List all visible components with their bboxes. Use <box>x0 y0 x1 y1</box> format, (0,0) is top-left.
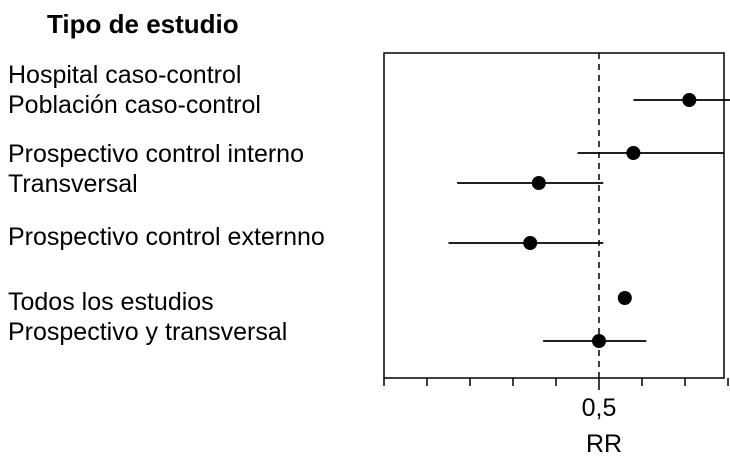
study-label: Todos los estudios <box>8 288 214 316</box>
rr-point <box>531 176 546 190</box>
x-tick-label: 0,5 <box>582 394 617 422</box>
x-axis-ticks <box>383 378 729 390</box>
study-label: Hospital caso-control <box>8 61 241 89</box>
study-label: Prospectivo control externno <box>8 223 325 251</box>
x-axis-tick-labels: 0,51,01,5 <box>582 394 617 422</box>
study-series <box>448 93 730 348</box>
chart-heading: Tipo de estudio <box>47 9 239 39</box>
study-label: Prospectivo y transversal <box>8 318 287 346</box>
rr-point <box>592 334 606 348</box>
rr-point <box>617 291 632 305</box>
study-label: Prospectivo control interno <box>8 140 304 168</box>
rr-point <box>626 146 641 160</box>
x-axis-title: RR <box>586 430 622 458</box>
reference-lines <box>598 53 600 378</box>
plot-frame <box>383 52 725 379</box>
study-label: Población caso-control <box>8 91 261 119</box>
rr-point <box>682 93 697 107</box>
rr-point <box>523 236 538 250</box>
study-label: Transversal <box>8 170 138 198</box>
